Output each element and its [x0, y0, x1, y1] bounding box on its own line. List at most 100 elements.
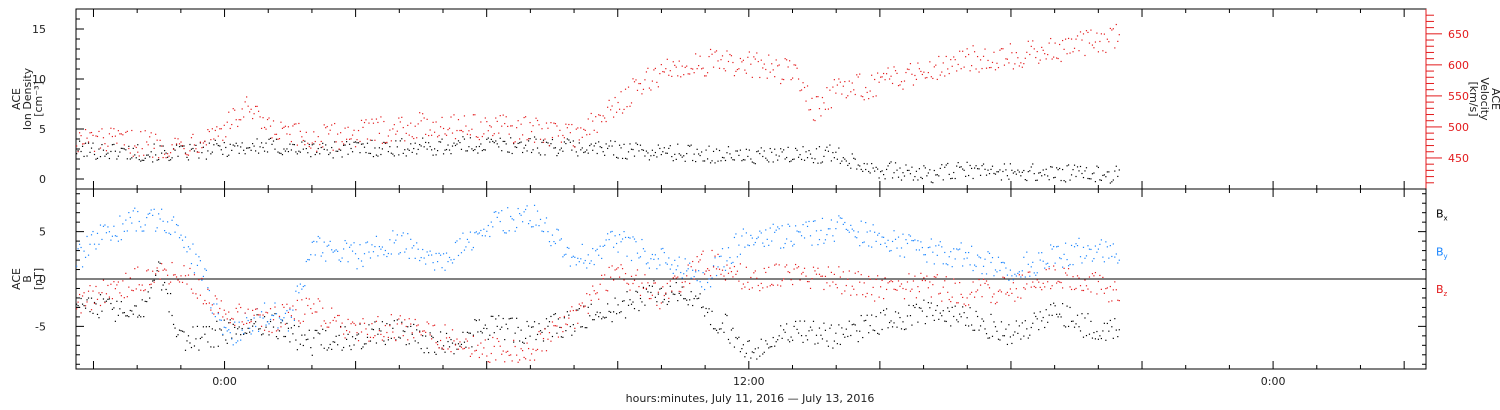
data-point [557, 135, 560, 137]
data-point [754, 58, 756, 60]
data-point [885, 168, 888, 171]
data-point [863, 241, 865, 243]
data-point [914, 74, 916, 77]
data-point [762, 287, 764, 289]
data-point [1096, 293, 1098, 295]
data-point [823, 102, 825, 104]
data-point [1066, 258, 1068, 261]
data-point [768, 161, 770, 163]
data-point [238, 152, 240, 154]
data-point [181, 145, 184, 147]
data-point [1009, 288, 1011, 290]
data-point [213, 144, 215, 146]
right-y-tick-label: 550 [1448, 90, 1469, 103]
data-point [636, 252, 639, 254]
data-point [762, 353, 764, 355]
data-point [1103, 33, 1105, 35]
data-point [687, 304, 689, 306]
data-point [554, 122, 557, 125]
data-point [428, 134, 430, 137]
data-point [189, 267, 191, 270]
data-point [789, 341, 791, 343]
data-point [205, 326, 207, 328]
data-point [702, 272, 704, 274]
data-point [854, 324, 856, 326]
data-point [727, 146, 730, 148]
data-point [444, 351, 446, 353]
y-tick-label: 5 [39, 226, 46, 239]
data-point [316, 329, 318, 332]
data-point [565, 323, 567, 325]
data-point [903, 175, 906, 177]
data-point [207, 287, 209, 289]
data-point [1115, 23, 1117, 26]
data-point [517, 207, 519, 210]
data-point [836, 221, 838, 223]
data-point [708, 55, 710, 58]
data-point [633, 155, 636, 157]
data-point [842, 271, 844, 273]
data-point [607, 106, 609, 108]
data-point [360, 260, 363, 262]
data-point [416, 325, 418, 327]
data-point [781, 337, 783, 339]
data-point [787, 146, 789, 148]
data-point [930, 181, 932, 183]
data-point [502, 317, 504, 320]
data-point [211, 304, 213, 306]
data-point [177, 155, 179, 157]
data-point [265, 311, 267, 313]
data-point [918, 291, 920, 293]
data-point [178, 329, 181, 331]
data-point [93, 150, 96, 152]
data-point [851, 153, 853, 155]
data-point [274, 313, 276, 315]
data-point [471, 148, 473, 150]
data-point [959, 313, 961, 315]
data-point [247, 319, 249, 322]
data-point [671, 264, 673, 266]
data-point [978, 168, 980, 170]
data-point [653, 282, 655, 284]
data-point [988, 67, 991, 69]
data-point [645, 287, 648, 290]
data-point [381, 142, 383, 144]
data-point [1100, 288, 1102, 290]
data-point [1114, 170, 1116, 172]
data-point [1100, 179, 1102, 181]
data-point [862, 170, 864, 172]
data-point [444, 269, 446, 271]
data-point [95, 135, 97, 137]
data-point [1030, 266, 1032, 268]
data-point [356, 268, 358, 270]
data-point [222, 333, 224, 335]
data-point [618, 276, 621, 278]
data-point [644, 304, 646, 306]
data-point [423, 257, 425, 259]
data-point [289, 308, 291, 311]
data-point [301, 136, 303, 138]
data-point [286, 322, 288, 325]
data-point [896, 247, 898, 249]
data-point [299, 322, 301, 324]
data-point [741, 288, 743, 290]
data-point [826, 340, 828, 342]
data-point [754, 241, 756, 244]
data-point [984, 258, 986, 260]
data-point [972, 281, 974, 283]
data-point [726, 152, 728, 154]
data-point [81, 303, 84, 305]
data-point [450, 351, 452, 353]
data-point [116, 142, 118, 144]
data-point [775, 229, 777, 231]
data-point [820, 275, 822, 277]
data-point [158, 157, 160, 159]
data-point [487, 224, 489, 227]
data-point [1097, 166, 1099, 169]
data-point [320, 146, 322, 149]
data-point [945, 263, 947, 265]
data-point [939, 312, 941, 314]
data-point [495, 318, 497, 320]
data-point [847, 278, 849, 280]
data-point [113, 128, 115, 130]
